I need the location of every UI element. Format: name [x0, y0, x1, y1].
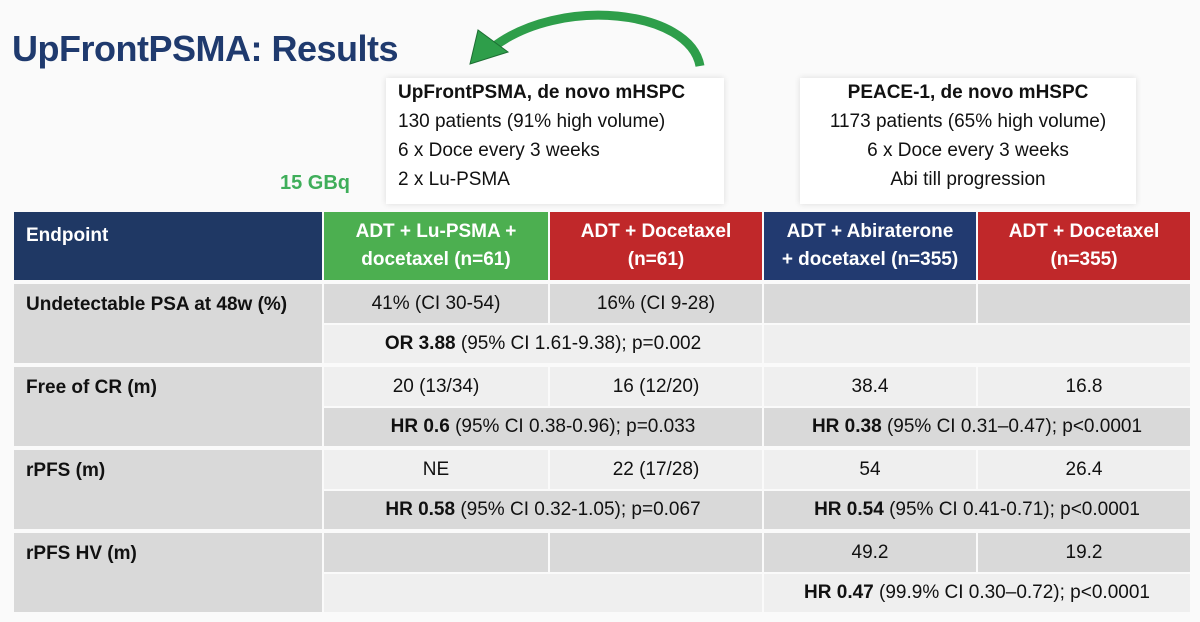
- header-line: (n=61): [627, 249, 685, 270]
- trial-line: 6 x Doce every 3 weeks: [867, 140, 1069, 161]
- stat-bold: HR 0.6: [390, 416, 450, 437]
- header-cell: ADT + Docetaxel (n=61): [550, 212, 762, 280]
- header-line: ADT + Lu-PSMA +: [355, 221, 517, 242]
- header-line: ADT + Docetaxel: [1008, 221, 1160, 242]
- header-line: (n=355): [1050, 249, 1118, 270]
- endpoint-cell: rPFS (m): [14, 450, 322, 529]
- empty-cell: [978, 284, 1190, 323]
- header-line: ADT + Docetaxel: [580, 221, 732, 242]
- value-cell: NE: [324, 450, 548, 489]
- header-cell: ADT + Lu-PSMA + docetaxel (n=61): [324, 212, 548, 280]
- stat-cell: HR 0.54 (95% CI 0.41-0.71); p<0.0001: [764, 491, 1190, 529]
- header-cell: ADT + Docetaxel (n=355): [978, 212, 1190, 280]
- value: 16 (12/20): [612, 375, 700, 397]
- value-cell: 16 (12/20): [550, 367, 762, 406]
- stat-cell: OR 3.88 (95% CI 1.61-9.38); p=0.002: [324, 325, 762, 363]
- stat-text: (95% CI 1.61-9.38); p=0.002: [460, 333, 702, 354]
- value: 22 (17/28): [612, 458, 700, 480]
- value: 16.8: [1065, 375, 1103, 397]
- value-cell: 38.4: [764, 367, 976, 406]
- header-cell: Endpoint: [14, 212, 322, 280]
- value-cell: 19.2: [978, 533, 1190, 572]
- stat-bold: HR 0.38: [811, 416, 882, 437]
- stat-bold: HR 0.54: [814, 499, 884, 520]
- stat-cell: [324, 574, 762, 612]
- value-cell: 26.4: [978, 450, 1190, 489]
- value: 54: [859, 458, 881, 480]
- stat-bold: HR 0.47: [804, 582, 874, 603]
- stat-cell: HR 0.38 (95% CI 0.31–0.47); p<0.0001: [764, 408, 1190, 446]
- value-cell: 49.2: [764, 533, 976, 572]
- stat-bold: HR 0.58: [385, 499, 456, 520]
- trial-name: PEACE-1, de novo mHSPC: [847, 82, 1089, 103]
- stat-text: (95% CI 0.32-1.05); p=0.067: [460, 499, 701, 520]
- endpoint-cell: Free of CR (m): [14, 367, 322, 446]
- value-cell: 16.8: [978, 367, 1190, 406]
- value: 26.4: [1065, 458, 1103, 480]
- trial-box: UpFrontPSMA, de novo mHSPC 130 patients (…: [386, 78, 724, 204]
- header-line: ADT + Abiraterone: [786, 221, 954, 242]
- value-cell: 22 (17/28): [550, 450, 762, 489]
- header-line: Endpoint: [26, 225, 109, 246]
- endpoint-cell: Undetectable PSA at 48w (%): [14, 284, 322, 363]
- trial-line: 2 x Lu-PSMA: [398, 169, 510, 190]
- value: 41% (CI 30-54): [371, 292, 501, 314]
- value-cell: 41% (CI 30-54): [324, 284, 548, 323]
- endpoint-cell: rPFS HV (m): [14, 533, 322, 612]
- value: NE: [422, 458, 450, 480]
- trial-box: PEACE-1, de novo mHSPC 1173 patients (65%…: [800, 78, 1136, 204]
- trial-line: Abi till progression: [890, 169, 1046, 190]
- stat-cell: HR 0.47 (99.9% CI 0.30–0.72); p<0.0001: [764, 574, 1190, 612]
- endpoint-label: rPFS HV (m): [26, 543, 137, 564]
- arrow-head: [469, 29, 510, 65]
- trial-name: UpFrontPSMA, de novo mHSPC: [398, 82, 686, 103]
- empty-cell: [764, 284, 976, 323]
- empty-cell: [550, 533, 762, 572]
- stat-bold: OR 3.88: [384, 333, 456, 354]
- stat-cell: HR 0.6 (95% CI 0.38-0.96); p=0.033: [324, 408, 762, 446]
- value: 20 (13/34): [392, 375, 480, 397]
- stat-cell: HR 0.58 (95% CI 0.32-1.05); p=0.067: [324, 491, 762, 529]
- trial-line: 130 patients (91% high volume): [398, 111, 666, 132]
- slide-title: UpFrontPSMA: Results: [12, 28, 399, 69]
- stat-text: (99.9% CI 0.30–0.72); p<0.0001: [879, 582, 1150, 603]
- header-cell: ADT + Abiraterone + docetaxel (n=355): [764, 212, 976, 280]
- trial-line: 1173 patients (65% high volume): [829, 111, 1107, 132]
- value: 16% (CI 9-28): [596, 292, 716, 314]
- stat-text: (95% CI 0.38-0.96); p=0.033: [455, 416, 696, 437]
- value-cell: 16% (CI 9-28): [550, 284, 762, 323]
- value: 38.4: [851, 375, 889, 397]
- dose-label: 15 GBq: [280, 172, 351, 194]
- empty-cell: [324, 533, 548, 572]
- stat-text: (95% CI 0.31–0.47); p<0.0001: [886, 416, 1143, 437]
- curved-arrow: [489, 10, 705, 68]
- header-line: docetaxel (n=61): [361, 249, 511, 270]
- header-line: + docetaxel (n=355): [781, 249, 959, 270]
- endpoint-label: Undetectable PSA at 48w (%): [26, 294, 288, 315]
- value-cell: 20 (13/34): [324, 367, 548, 406]
- value: 49.2: [851, 541, 889, 563]
- endpoint-label: rPFS (m): [26, 460, 106, 481]
- stat-text: (95% CI 0.41-0.71); p<0.0001: [889, 499, 1140, 520]
- value: 19.2: [1065, 541, 1103, 563]
- stat-cell: [764, 325, 1190, 363]
- endpoint-label: Free of CR (m): [26, 377, 157, 398]
- value-cell: 54: [764, 450, 976, 489]
- trial-line: 6 x Doce every 3 weeks: [398, 140, 600, 161]
